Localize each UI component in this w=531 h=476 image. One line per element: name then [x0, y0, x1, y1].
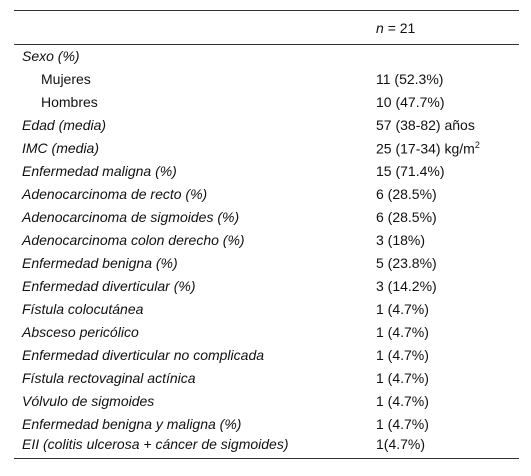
table-row: IMC (media) 25 (17-34) kg/m2	[14, 137, 519, 160]
table-row: EII (colitis ulcerosa + cáncer de sigmoi…	[14, 436, 519, 459]
value-text: 5 (23.8%)	[376, 255, 437, 271]
value-text: 1 (4.7%)	[376, 370, 429, 386]
row-value: 1 (4.7%)	[376, 367, 519, 390]
row-value: 57 (38-82) años	[376, 114, 519, 137]
value-text: 3 (18%)	[376, 232, 426, 248]
n-value: = 21	[387, 19, 416, 36]
row-label: Adenocarcinoma colon derecho (%)	[22, 232, 245, 248]
table-header: n = 21	[14, 10, 519, 45]
value-text: 10 (47.7%)	[376, 94, 445, 110]
row-value: 5 (23.8%)	[376, 252, 519, 275]
row-label: Adenocarcinoma de sigmoides (%)	[22, 209, 240, 225]
row-label: Fístula rectovaginal actínica	[22, 370, 196, 386]
row-label: Enfermedad diverticular (%)	[22, 278, 196, 294]
value-text: 57 (38-82) años	[376, 117, 475, 133]
row-value: 11 (52.3%)	[376, 68, 519, 91]
row-value: 15 (71.4%)	[376, 160, 519, 183]
row-label: Enfermedad diverticular no complicada	[22, 347, 265, 363]
row-value: 10 (47.7%)	[376, 91, 519, 114]
table-row: Fístula rectovaginal actínica 1 (4.7%)	[14, 367, 519, 390]
table-row: Adenocarcinoma de recto (%) 6 (28.5%)	[14, 183, 519, 206]
row-value: 1 (4.7%)	[376, 390, 519, 413]
row-label: Adenocarcinoma de recto (%)	[22, 186, 208, 202]
table-row: Vólvulo de sigmoides 1 (4.7%)	[14, 390, 519, 413]
table-row: Enfermedad maligna (%) 15 (71.4%)	[14, 160, 519, 183]
table-row: Fístula colocutánea 1 (4.7%)	[14, 298, 519, 321]
header-row: n = 21	[14, 10, 519, 45]
value-text: 1 (4.7%)	[376, 301, 429, 317]
row-value: 1 (4.7%)	[376, 413, 519, 436]
table-row: Edad (media) 57 (38-82) años	[14, 114, 519, 137]
value-text: 6 (28.5%)	[376, 186, 437, 202]
row-label: Vólvulo de sigmoides	[22, 393, 155, 409]
row-value: 6 (28.5%)	[376, 183, 519, 206]
row-value: 6 (28.5%)	[376, 206, 519, 229]
row-value	[376, 45, 519, 68]
table-row: Adenocarcinoma colon derecho (%) 3 (18%)	[14, 229, 519, 252]
n-symbol: n	[376, 19, 384, 36]
row-value: 25 (17-34) kg/m2	[376, 137, 519, 160]
value-superscript: 2	[474, 139, 480, 150]
value-text: 6 (28.5%)	[376, 209, 437, 225]
table-row: Mujeres 11 (52.3%)	[14, 68, 519, 91]
row-value: 1 (4.7%)	[376, 344, 519, 367]
row-label: EII (colitis ulcerosa + cáncer de sigmoi…	[22, 436, 289, 453]
value-text: 1(4.7%)	[376, 436, 426, 453]
table-row: Enfermedad benigna (%) 5 (23.8%)	[14, 252, 519, 275]
value-text: 1 (4.7%)	[376, 393, 429, 409]
row-value: 1 (4.7%)	[376, 321, 519, 344]
row-label: Fístula colocutánea	[22, 301, 144, 317]
value-text: 1 (4.7%)	[376, 324, 429, 340]
table-row: Enfermedad benigna y maligna (%) 1 (4.7%)	[14, 413, 519, 436]
value-text: 1 (4.7%)	[376, 416, 429, 432]
value-text: 11 (52.3%)	[376, 71, 444, 87]
table-body: Sexo (%) Mujeres 11 (52.3%) Hombres 10 (47.7…	[14, 45, 519, 459]
value-text: 1 (4.7%)	[376, 347, 429, 363]
table-row: Enfermedad diverticular no complicada 1 (…	[14, 344, 519, 367]
row-value: 1 (4.7%)	[376, 298, 519, 321]
data-table: n = 21 Sexo (%) Mujeres 11 (52.3%) Hombres 1…	[14, 10, 519, 459]
table-row: Adenocarcinoma de sigmoides (%) 6 (28.5%)	[14, 206, 519, 229]
value-text: 25 (17-34) kg/m	[376, 140, 475, 157]
table-row: Enfermedad diverticular (%) 3 (14.2%)	[14, 275, 519, 298]
value-text: 15 (71.4%)	[376, 163, 445, 179]
table-row: Hombres 10 (47.7%)	[14, 91, 519, 114]
table-row: Absceso pericólico 1 (4.7%)	[14, 321, 519, 344]
row-label: Sexo (%)	[22, 48, 80, 65]
row-value: 3 (14.2%)	[376, 275, 519, 298]
row-label: Absceso pericólico	[22, 324, 139, 340]
row-value: 1(4.7%)	[376, 436, 519, 459]
table-row: Sexo (%)	[14, 45, 519, 68]
row-label: Mujeres	[41, 71, 91, 87]
row-value: 3 (18%)	[376, 229, 519, 252]
row-label: Hombres	[41, 94, 98, 110]
header-value: n = 21	[376, 11, 519, 45]
row-label: IMC (media)	[22, 140, 100, 156]
value-text: 3 (14.2%)	[376, 278, 437, 294]
row-label: Edad (media)	[22, 117, 107, 133]
row-label: Enfermedad maligna (%)	[22, 163, 177, 179]
row-label: Enfermedad benigna (%)	[22, 255, 178, 271]
row-label: Enfermedad benigna y maligna (%)	[22, 416, 242, 432]
header-label	[14, 11, 376, 45]
